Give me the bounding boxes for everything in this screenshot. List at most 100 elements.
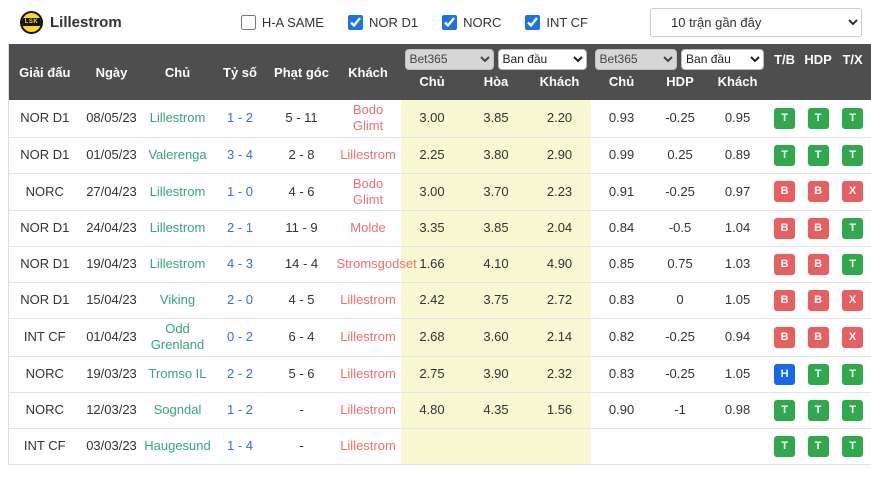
- result-badge: B: [774, 326, 796, 348]
- hdp-cell-0: 0.85: [590, 246, 653, 283]
- away-team-cell[interactable]: Lillestrom: [335, 428, 401, 465]
- home-team-cell[interactable]: Lillestrom: [142, 173, 213, 211]
- result-badge-cell-2: X: [834, 318, 871, 357]
- hdp-cell-0: 0.84: [590, 210, 653, 247]
- league-cell: INT CF: [8, 318, 81, 357]
- hdp-cell-1: -0.25: [652, 356, 708, 393]
- odds-cell-2: 2.32: [528, 356, 591, 393]
- result-badge: T: [807, 435, 829, 457]
- result-badge: X: [842, 326, 864, 348]
- away-team-cell[interactable]: Bodo Glimt: [335, 100, 401, 138]
- subheader-hdp-away: Khách: [707, 74, 768, 100]
- score-link[interactable]: 2 - 1: [226, 220, 253, 236]
- result-badge-cell-1: T: [801, 428, 835, 465]
- corners-cell: -: [267, 392, 336, 429]
- result-badge: B: [774, 218, 796, 239]
- home-team-cell[interactable]: Haugesund: [142, 428, 213, 465]
- hdp-cell-1: -0.5: [652, 210, 708, 247]
- result-badge-cell-1: B: [801, 210, 835, 247]
- date-cell: 01/04/23: [80, 318, 143, 357]
- col-header-tb: T/B: [767, 44, 802, 74]
- odds-time-select-hdp[interactable]: Ban đầu: [681, 48, 764, 70]
- result-badge-cell-2: X: [834, 173, 871, 211]
- filter-label: NOR D1: [368, 14, 419, 30]
- result-badge-cell-1: B: [801, 246, 835, 283]
- date-cell: 19/03/23: [80, 356, 143, 393]
- odds-cell-2: 1.56: [528, 392, 591, 429]
- result-badge-cell-2: T: [834, 246, 871, 283]
- score-link[interactable]: 2 - 2: [226, 365, 253, 381]
- home-team-cell[interactable]: Valerenga: [142, 137, 213, 174]
- hdp-cell-1: -0.25: [652, 318, 708, 357]
- range-select-wrap: 10 trận gần đây: [650, 7, 862, 37]
- score-link[interactable]: 1 - 2: [226, 401, 253, 417]
- filter-label: NORC: [463, 14, 502, 30]
- team-name: Lillestrom: [50, 13, 122, 31]
- match-row: INT CF 01/04/23 Odd Grenland 0 - 2 6 - 4 Lill…: [8, 318, 871, 357]
- odds-cell-1: 3.60: [463, 318, 529, 357]
- home-team-cell[interactable]: Tromso IL: [142, 356, 213, 393]
- filter-nor-d1: NOR D1: [347, 14, 419, 30]
- away-team-cell[interactable]: Stromsgodset: [335, 246, 417, 283]
- league-cell: NOR D1: [8, 100, 81, 138]
- league-cell: NORC: [8, 356, 81, 393]
- league-cell: NORC: [8, 392, 81, 429]
- home-team-cell[interactable]: Lillestrom: [142, 210, 213, 247]
- odds-cell-1: 3.75: [463, 282, 529, 319]
- away-team-cell[interactable]: Lillestrom: [335, 356, 401, 393]
- corners-cell: 2 - 8: [267, 137, 336, 174]
- date-cell: 03/03/23: [80, 428, 143, 465]
- odds-cell-1: 3.85: [463, 210, 529, 247]
- away-team-cell[interactable]: Lillestrom: [335, 392, 401, 429]
- corners-cell: 4 - 5: [267, 282, 336, 319]
- result-badge-cell-0: T: [767, 392, 802, 429]
- home-team-cell[interactable]: Odd Grenland: [142, 318, 213, 357]
- date-cell: 01/05/23: [80, 137, 143, 174]
- score-link[interactable]: 2 - 0: [226, 292, 253, 308]
- home-team-cell[interactable]: Viking: [142, 282, 213, 319]
- filter-checkbox[interactable]: [525, 14, 541, 30]
- result-badge: B: [807, 254, 829, 275]
- hdp-cell-2: 0.89: [707, 137, 768, 174]
- filter-checkbox[interactable]: [347, 14, 363, 30]
- away-team-cell[interactable]: Bodo Glimt: [335, 173, 401, 211]
- filter-checkbox[interactable]: [442, 14, 458, 30]
- result-badge-cell-2: T: [834, 356, 871, 393]
- score-link[interactable]: 3 - 4: [226, 146, 253, 162]
- score-cell: 3 - 4: [212, 137, 268, 174]
- odds-cell-2: 2.23: [528, 173, 591, 211]
- home-team-cell[interactable]: Lillestrom: [142, 100, 213, 138]
- score-link[interactable]: 4 - 3: [226, 256, 253, 272]
- result-badge: T: [842, 363, 864, 385]
- score-link[interactable]: 0 - 2: [226, 329, 253, 345]
- result-badge-cell-0: T: [767, 428, 802, 465]
- corners-cell: 6 - 4: [267, 318, 336, 357]
- score-link[interactable]: 1 - 4: [226, 437, 253, 453]
- home-team-cell[interactable]: Lillestrom: [142, 246, 213, 283]
- home-team-cell[interactable]: Sogndal: [142, 392, 213, 429]
- result-badge: T: [807, 363, 829, 385]
- result-badge: T: [807, 399, 829, 421]
- hdp-cell-2: 1.05: [707, 282, 768, 319]
- col-header-league: Giải đấu: [8, 44, 81, 100]
- away-team-cell[interactable]: Molde: [335, 210, 401, 247]
- result-badge-cell-1: B: [801, 282, 835, 319]
- away-team-cell[interactable]: Lillestrom: [335, 318, 401, 357]
- odds-time-select-1x2[interactable]: Ban đầu: [497, 48, 587, 70]
- score-link[interactable]: 1 - 2: [226, 110, 253, 126]
- result-badge-cell-0: T: [767, 100, 802, 138]
- col-header-corners: Phạt góc: [267, 44, 336, 100]
- recent-matches-select[interactable]: 10 trận gần đây: [650, 7, 862, 37]
- filter-checkbox[interactable]: [240, 14, 256, 30]
- hdp-cell-1: -0.25: [652, 173, 708, 211]
- bookmaker-select-1x2[interactable]: Bet365: [404, 48, 494, 70]
- hdp-cell-2: 1.05: [707, 356, 768, 393]
- result-badge: X: [842, 290, 864, 311]
- league-cell: NORC: [8, 173, 81, 211]
- result-badge-cell-0: B: [767, 246, 802, 283]
- away-team-cell[interactable]: Lillestrom: [335, 282, 401, 319]
- away-team-cell[interactable]: Lillestrom: [335, 137, 401, 174]
- filter-norc: NORC: [442, 14, 502, 30]
- score-link[interactable]: 1 - 0: [226, 183, 253, 199]
- bookmaker-select-hdp[interactable]: Bet365: [594, 48, 678, 70]
